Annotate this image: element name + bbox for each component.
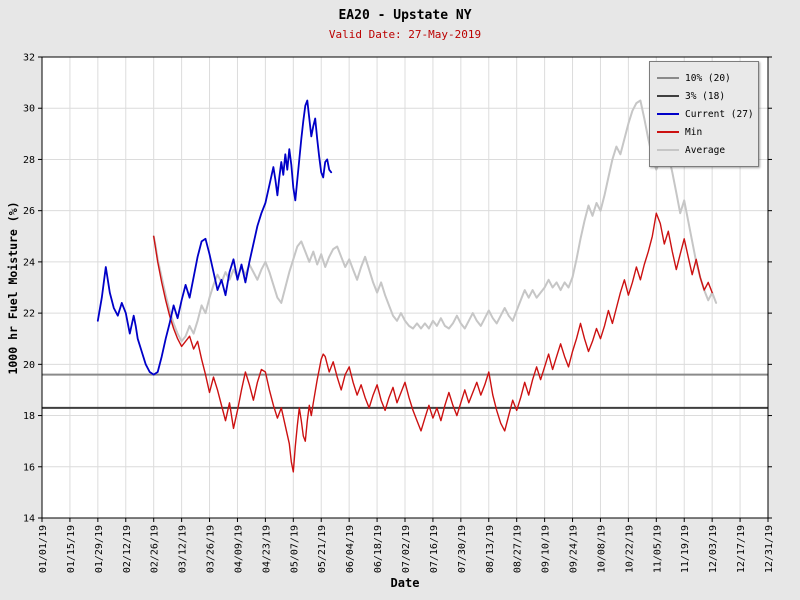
x-tick-label: 11/19/19 (680, 525, 691, 573)
x-tick-label: 12/17/19 (736, 525, 747, 573)
x-tick-label: 01/29/19 (94, 525, 105, 573)
legend-item-current-27-: Current (27) (657, 105, 754, 123)
legend-label: Average (685, 144, 726, 156)
x-tick-label: 09/24/19 (569, 525, 580, 573)
legend-label: Current (27) (685, 108, 754, 120)
x-tick-label: 12/31/19 (764, 525, 775, 573)
x-tick-label: 07/30/19 (457, 525, 468, 573)
x-tick-label: 02/12/19 (122, 525, 133, 573)
legend-line-swatch (657, 113, 679, 115)
x-tick-label: 07/02/19 (401, 525, 412, 573)
legend-item-min: Min (657, 123, 751, 141)
x-tick-label: 07/16/19 (429, 525, 440, 573)
legend-item-10-20-: 10% (20) (657, 69, 751, 87)
y-tick-label: 22 (23, 309, 35, 320)
legend-label: Min (685, 126, 703, 138)
y-tick-label: 26 (23, 206, 35, 217)
x-tick-label: 06/18/19 (373, 525, 384, 573)
y-axis-label: 1000 hr Fuel Moisture (%) (6, 201, 20, 375)
y-tick-label: 18 (23, 411, 35, 422)
legend-label: 10% (20) (685, 72, 731, 84)
legend-item-3-18-: 3% (18) (657, 87, 751, 105)
x-tick-label: 08/13/19 (485, 525, 496, 573)
x-tick-label: 11/05/19 (652, 525, 663, 573)
legend-label: 3% (18) (685, 90, 726, 102)
chart-title: EA20 - Upstate NY (338, 8, 472, 23)
x-tick-label: 08/27/19 (513, 525, 524, 573)
y-tick-label: 24 (23, 257, 35, 268)
legend-line-swatch (657, 131, 679, 133)
x-tick-label: 12/03/19 (708, 525, 719, 573)
legend-line-swatch (657, 95, 679, 97)
y-tick-label: 16 (23, 462, 35, 473)
series-line-average (152, 99, 718, 343)
legend-line-swatch (657, 149, 679, 151)
series-line-min (152, 212, 713, 473)
x-tick-label: 04/09/19 (233, 525, 244, 573)
x-tick-label: 01/15/19 (66, 525, 77, 573)
y-tick-label: 20 (23, 360, 35, 371)
x-tick-label: 03/12/19 (178, 525, 189, 573)
legend-line-swatch (657, 77, 679, 79)
legend: 10% (20) 3% (18) Current (27) Min Average (649, 61, 759, 167)
x-tick-label: 04/23/19 (261, 525, 272, 573)
x-tick-label: 02/26/19 (150, 525, 161, 573)
x-tick-label: 10/22/19 (624, 525, 635, 573)
x-tick-label: 09/10/19 (541, 525, 552, 573)
x-tick-label: 10/08/19 (596, 525, 607, 573)
y-tick-label: 30 (23, 104, 35, 115)
y-tick-label: 28 (23, 155, 35, 166)
series-line-current-27- (96, 99, 333, 376)
x-tick-label: 06/04/19 (345, 525, 356, 573)
y-tick-label: 14 (23, 514, 35, 525)
x-tick-label: 03/26/19 (206, 525, 217, 573)
x-tick-label: 05/21/19 (317, 525, 328, 573)
chart-valid-date: Valid Date: 27-May-2019 (328, 28, 482, 41)
y-tick-label: 32 (23, 53, 35, 64)
legend-item-average: Average (657, 141, 751, 159)
x-tick-label: 05/07/19 (289, 525, 300, 573)
x-axis-label: Date (390, 576, 420, 590)
x-tick-label: 01/01/19 (38, 525, 49, 573)
